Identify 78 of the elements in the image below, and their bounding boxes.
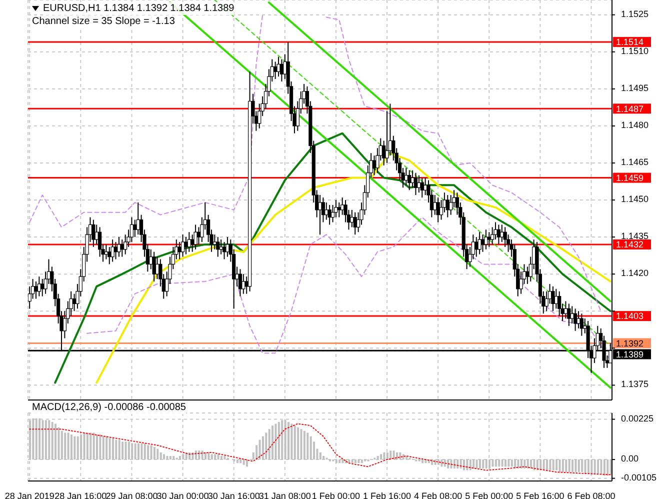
candlestick: [580, 313, 584, 336]
y-tick-label: 0.00: [621, 454, 639, 464]
candlestick: [334, 200, 338, 218]
ref-line-label: 1.1487: [616, 104, 644, 114]
candlestick: [190, 234, 194, 252]
candlestick: [436, 197, 440, 223]
candlestick: [410, 170, 414, 188]
candlestick: [500, 224, 504, 242]
line-series: [326, 16, 602, 312]
y-tick-label: 1.1435: [621, 231, 649, 242]
candlestick: [551, 286, 555, 312]
candlestick: [433, 194, 437, 216]
text: Channel size = 35 Slope = -1.13: [32, 16, 175, 27]
candlestick: [216, 236, 220, 258]
y-tick-label: 1.1510: [621, 46, 649, 56]
x-tick-label: 29 Jan 08:00: [106, 491, 158, 499]
y-tick-label: 1.1450: [621, 194, 649, 204]
y-tick-label: 1.1420: [621, 268, 649, 278]
candlestick: [133, 219, 137, 238]
candlestick: [576, 310, 580, 329]
candlestick: [350, 209, 354, 228]
ref-line-label: 1.1514: [616, 37, 644, 48]
candlestick: [484, 229, 488, 250]
ref-line-label: 1.1403: [616, 311, 644, 322]
candlestick: [117, 236, 121, 258]
ref-line-label: 1.1392: [616, 338, 644, 348]
candlestick: [219, 239, 223, 255]
candlestick: [558, 290, 562, 317]
x-tick-label: 1 Feb 00:00: [312, 491, 360, 499]
candlestick: [34, 280, 38, 300]
candlestick: [152, 251, 156, 282]
y-tick-label: 1.1375: [621, 379, 649, 390]
candlestick: [276, 56, 280, 78]
x-tick-label: 5 Feb 00:00: [465, 491, 514, 499]
y-tick-label: 0.00225: [621, 413, 654, 424]
candlestick: [567, 303, 571, 326]
x-tick-label: 28 Jan 2019: [4, 491, 54, 499]
chart-title: MACD(12,26,9) -0.00086 -0.00085: [32, 401, 186, 414]
y-tick-label: -0.00105: [621, 472, 657, 482]
candlestick: [212, 234, 216, 250]
candlestick: [242, 274, 246, 294]
candlestick: [318, 194, 322, 236]
candlestick: [480, 234, 485, 252]
candlestick: [226, 236, 230, 258]
y-tick-label: 1.1525: [621, 8, 649, 19]
ref-line-label: 1.1459: [616, 172, 644, 183]
x-tick-label: 1 Feb 16:00: [362, 491, 412, 499]
candlestick: [478, 232, 482, 255]
x-tick-label: 30 Jan 00:00: [156, 491, 209, 499]
y-tick-label: 1.1465: [621, 156, 649, 167]
candlestick: [194, 224, 198, 250]
candlestick: [526, 266, 530, 284]
y-tick-label: 1.1480: [621, 120, 649, 130]
candlestick: [98, 226, 102, 258]
candlestick: [487, 232, 491, 248]
x-tick-label: 6 Feb 08:00: [567, 491, 616, 499]
line-series: [29, 14, 264, 228]
x-tick-label: 28 Jan 16:00: [54, 491, 107, 499]
candlestick: [328, 204, 332, 226]
ref-line-label: 1.1389: [616, 349, 644, 360]
candlestick: [574, 308, 578, 332]
candlestick: [330, 204, 335, 223]
candlestick: [238, 268, 242, 297]
candlestick: [180, 234, 185, 258]
y-tick-label: 1.1495: [621, 82, 649, 93]
x-tick-label: 5 Feb 16:00: [516, 491, 564, 499]
line-series: [29, 423, 611, 476]
candlestick: [494, 222, 498, 240]
ref-line-label: 1.1432: [616, 240, 644, 250]
candlestick: [184, 236, 188, 255]
candlestick: [417, 174, 421, 194]
candlestick: [92, 219, 96, 248]
candlestick: [110, 239, 114, 262]
x-tick-label: 30 Jan 16:00: [208, 491, 260, 499]
chart-title: EURUSD,H1 1.1384 1.1392 1.1384 1.1389: [43, 2, 234, 15]
candlestick: [414, 172, 418, 196]
x-tick-label: 31 Jan 08:00: [258, 491, 311, 499]
x-tick-label: 4 Feb 08:00: [414, 491, 462, 499]
